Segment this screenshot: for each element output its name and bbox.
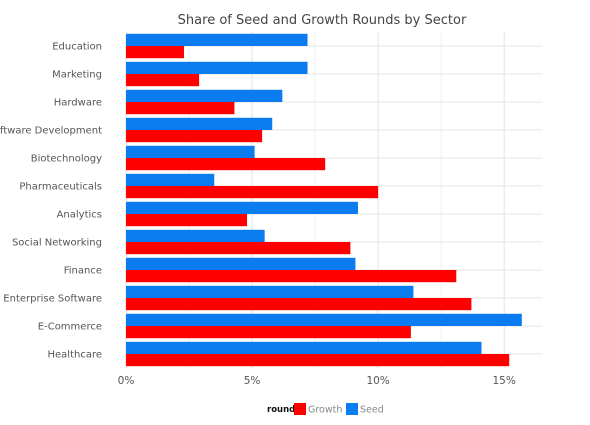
bar-seed-2	[126, 89, 283, 102]
category-label: Software Development	[0, 126, 102, 137]
category-label: Pharmaceuticals	[19, 182, 102, 193]
bar-growth-10	[126, 326, 411, 339]
bar-seed-6	[126, 201, 358, 214]
bar-growth-9	[126, 298, 472, 311]
bar-seed-9	[126, 285, 414, 298]
legend-swatch-seed	[346, 403, 358, 415]
x-tick-label: 5%	[244, 375, 261, 387]
x-tick-label: 0%	[118, 375, 135, 387]
category-label: Analytics	[57, 210, 102, 221]
category-label: Hardware	[54, 98, 102, 109]
category-label: Healthcare	[47, 350, 102, 361]
category-labels: Education Marketing Hardware Software Devel…	[0, 42, 102, 361]
x-tick-label: 15%	[493, 375, 516, 387]
bar-seed-3	[126, 117, 273, 130]
category-label: E-Commerce	[38, 322, 102, 333]
x-axis-ticks: 0% 5% 10% 15%	[118, 375, 516, 387]
bar-seed-7	[126, 229, 265, 242]
bar-seed-0	[126, 33, 308, 46]
category-label: Biotechnology	[31, 154, 102, 165]
legend: round Growth Seed	[267, 403, 384, 416]
bar-growth-5	[126, 186, 379, 199]
category-label: Marketing	[52, 70, 102, 81]
bar-growth-7	[126, 242, 351, 255]
bars	[126, 33, 522, 367]
bar-growth-2	[126, 102, 235, 115]
category-label: Education	[52, 42, 102, 53]
bar-growth-0	[126, 46, 184, 59]
legend-title: round	[267, 405, 295, 415]
legend-label-seed: Seed	[360, 405, 384, 416]
category-label: Finance	[64, 266, 102, 277]
chart-title: Share of Seed and Growth Rounds by Secto…	[178, 13, 467, 28]
bar-seed-4	[126, 145, 255, 158]
bar-seed-10	[126, 313, 522, 326]
bar-growth-6	[126, 214, 248, 227]
bar-growth-8	[126, 270, 457, 283]
legend-label-growth: Growth	[308, 405, 342, 416]
bar-seed-1	[126, 61, 308, 74]
category-label: Enterprise Software	[3, 294, 102, 305]
bar-seed-11	[126, 341, 482, 354]
bar-seed-5	[126, 173, 215, 186]
bar-growth-1	[126, 74, 200, 87]
legend-swatch-growth	[294, 403, 306, 415]
bar-growth-4	[126, 158, 326, 171]
x-tick-label: 10%	[366, 375, 389, 387]
bar-seed-8	[126, 257, 356, 270]
category-label: Social Networking	[12, 238, 102, 249]
bar-growth-3	[126, 130, 263, 143]
bar-growth-11	[126, 354, 510, 367]
